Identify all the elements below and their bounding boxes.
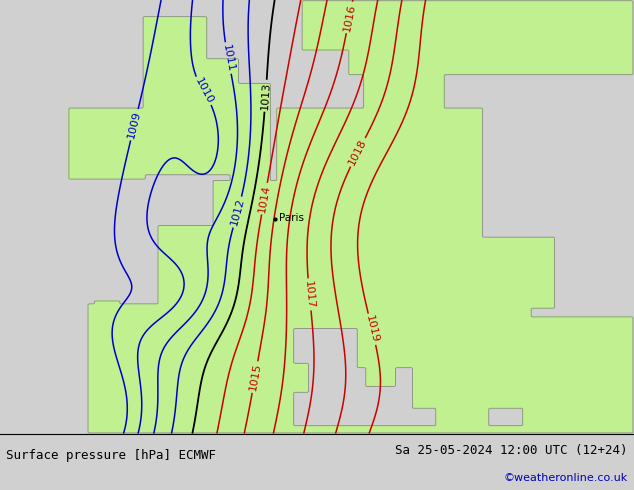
Text: 1014: 1014 [257,184,272,214]
Text: 1019: 1019 [364,315,380,344]
Text: Paris: Paris [279,213,304,223]
Text: 1017: 1017 [303,280,316,309]
Text: 1016: 1016 [342,3,357,32]
Text: 1011: 1011 [221,43,235,73]
Text: 1015: 1015 [248,363,262,392]
Text: 1010: 1010 [193,76,214,106]
Text: 1012: 1012 [229,197,246,227]
Text: Sa 25-05-2024 12:00 UTC (12+24): Sa 25-05-2024 12:00 UTC (12+24) [395,444,628,457]
Text: 1013: 1013 [260,81,271,110]
Text: 1009: 1009 [126,110,143,140]
Text: ©weatheronline.co.uk: ©weatheronline.co.uk [503,472,628,483]
Text: Surface pressure [hPa] ECMWF: Surface pressure [hPa] ECMWF [6,448,216,462]
Text: 1018: 1018 [347,138,368,167]
